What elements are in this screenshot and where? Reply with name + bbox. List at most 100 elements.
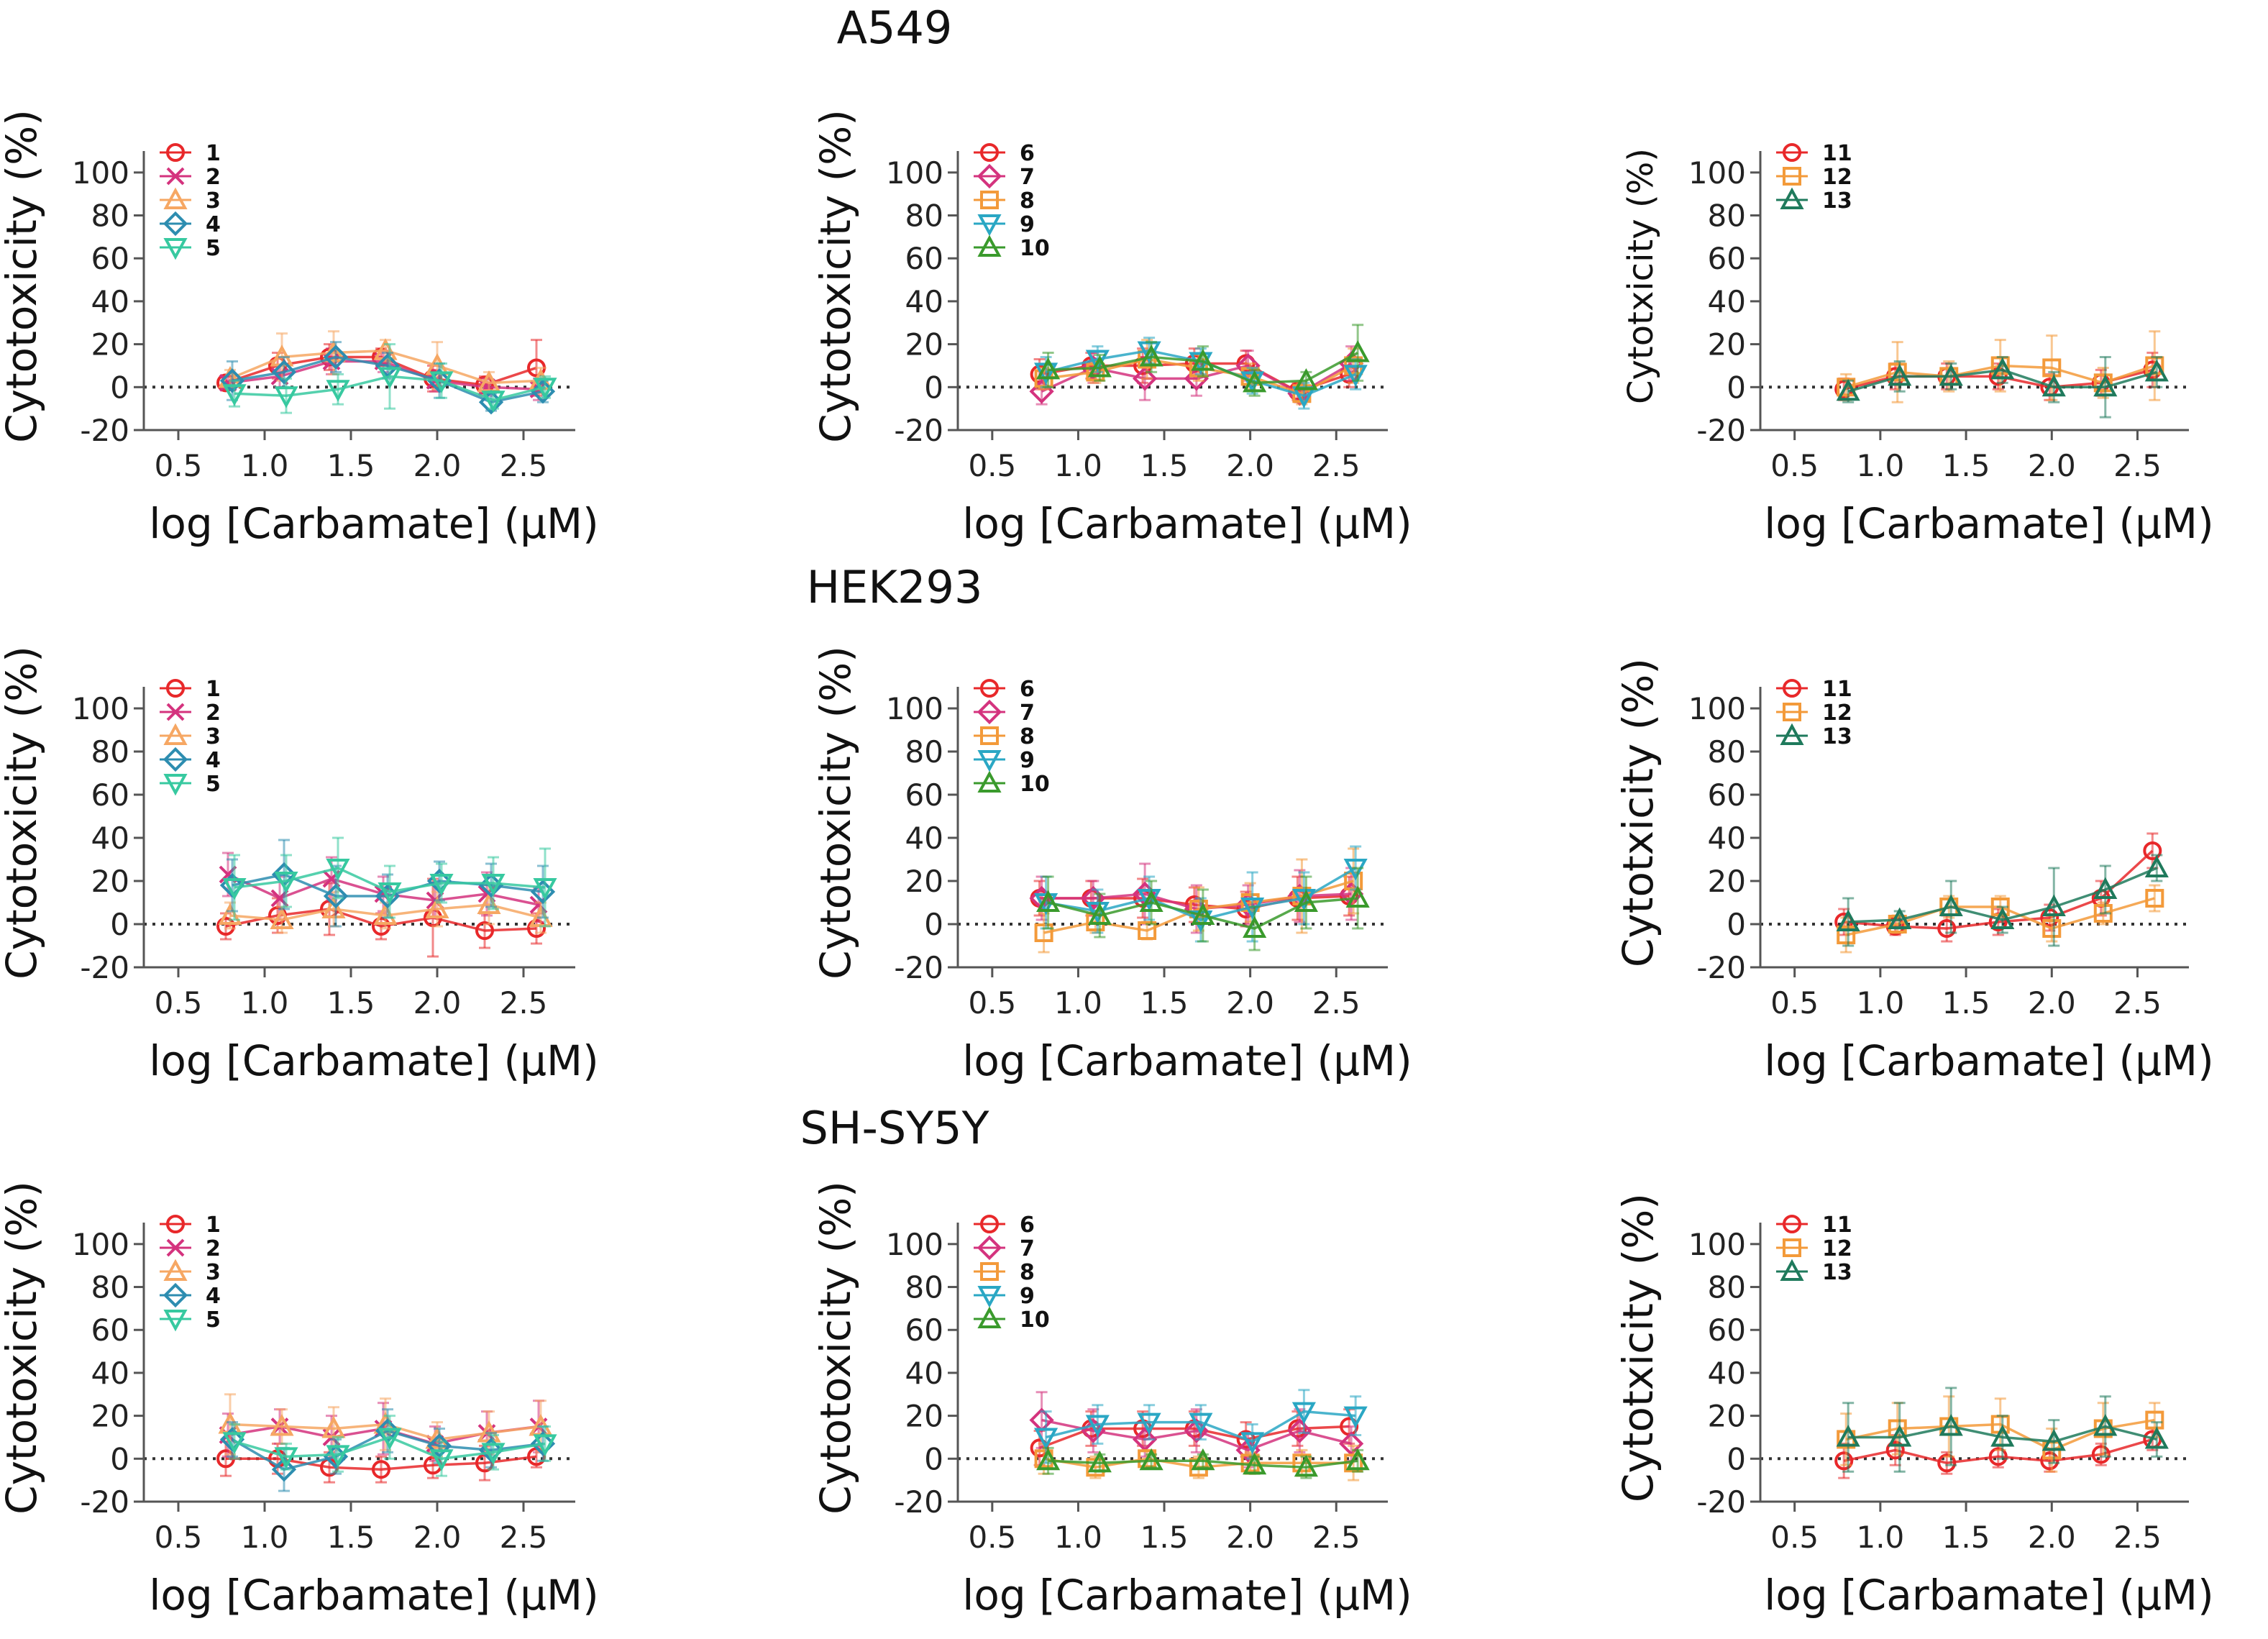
legend-label: 8: [1020, 724, 1035, 749]
x-axis-title: log [Carbamate] (μM): [962, 1036, 1412, 1085]
x-tick-label: 0.5: [1770, 448, 1819, 483]
y-axis-title: Cytotoxicity (%): [0, 646, 46, 980]
data-point: [270, 1414, 294, 1436]
panel-2-1: -20 0 20 40 60 80 100 0.5 1.0 1.5 2.0 2.5 log [Carba…: [0, 646, 599, 1085]
data-point: [1294, 890, 1318, 912]
legend-label: 8: [1020, 188, 1035, 214]
data-point: [426, 368, 452, 393]
legend-marker: [166, 703, 185, 721]
data-point: [1240, 1432, 1265, 1454]
legend-label: 13: [1822, 188, 1852, 214]
data-point: [1138, 921, 1157, 940]
legend-marker: [977, 699, 1002, 725]
data-point: [326, 380, 350, 402]
data-point: [378, 367, 402, 389]
legend-label: 12: [1822, 165, 1852, 190]
data-point: [1345, 885, 1370, 908]
y-tick-label: 40: [91, 1356, 129, 1391]
legend-entry-4: 4: [160, 747, 221, 773]
y-tick-label: -20: [894, 413, 943, 448]
y-tick-label: 80: [1708, 734, 1746, 770]
legend-label: 4: [206, 1284, 221, 1309]
data-point: [1139, 890, 1163, 912]
panel-3-2: -20 0 20 40 60 80 100 0.5 1.0 1.5 2.0 2.5 log [Carba…: [811, 1181, 1412, 1620]
legend-entry-10: 10: [974, 770, 1050, 797]
legend-label: 3: [206, 188, 221, 214]
y-tick-label: 80: [905, 1270, 943, 1305]
y-tick-label: -20: [1696, 413, 1746, 448]
legend-marker: [977, 163, 1002, 189]
legend-marker: [163, 747, 188, 772]
data-point: [372, 1460, 390, 1479]
data-point: [1087, 903, 1112, 925]
x-axis-title: log [Carbamate] (μM): [962, 499, 1412, 548]
legend-label: 13: [1822, 1260, 1852, 1285]
data-point: [274, 1447, 298, 1469]
legend-entry-1: 1: [160, 141, 221, 166]
data-point: [222, 384, 247, 406]
series-line: [232, 355, 544, 404]
series-13: [1836, 356, 2169, 419]
legend-entry-8: 8: [974, 724, 1035, 749]
y-tick-label: 60: [1708, 1312, 1746, 1348]
data-point: [1937, 1453, 1957, 1473]
x-axis-title: log [Carbamate] (μM): [149, 1036, 598, 1085]
legend-marker: [1783, 1215, 1801, 1233]
data-point: [1189, 900, 1208, 918]
legend-label: 3: [206, 1260, 221, 1285]
data-point: [2040, 1451, 2059, 1471]
series-line: [1046, 1410, 1356, 1443]
data-point: [2093, 374, 2118, 397]
legend-entry-5: 5: [160, 772, 221, 797]
x-tick-label: 1.5: [327, 448, 375, 483]
data-point: [1939, 894, 1963, 916]
y-axis-title: Cytotoxicity (%): [0, 1181, 46, 1515]
panel-2-2: -20 0 20 40 60 80 100 0.5 1.0 1.5 2.0 2.5 log [Carba…: [811, 646, 1412, 1085]
legend-label: 12: [1822, 1236, 1852, 1261]
legend-label: 10: [1020, 1307, 1050, 1333]
data-point: [1036, 1448, 1061, 1471]
data-point: [1243, 1452, 1267, 1475]
series-10: [1036, 867, 1370, 951]
y-tick-label: -20: [80, 950, 129, 985]
data-point: [1837, 378, 1856, 397]
series-line: [234, 375, 546, 402]
legend-marker: [166, 679, 185, 698]
legend-entry-6: 6: [974, 141, 1035, 166]
legend-marker: [977, 750, 1002, 772]
x-tick-label: 2.5: [1312, 985, 1361, 1021]
data-point: [1834, 1451, 1854, 1471]
series-line: [1041, 1418, 1352, 1452]
x-tick-label: 1.0: [1856, 448, 1904, 483]
legend-marker: [980, 191, 999, 209]
x-tick-label: 1.5: [1942, 1520, 1990, 1555]
data-point: [219, 368, 245, 393]
legend-marker: [166, 143, 185, 162]
data-point: [533, 1434, 557, 1456]
data-point: [222, 1432, 247, 1454]
y-tick-label: 20: [91, 864, 129, 899]
series-13: [1836, 854, 2169, 947]
data-point: [1087, 1450, 1112, 1473]
x-tick-label: 1.5: [1140, 448, 1189, 483]
series-line: [1848, 1425, 2157, 1443]
data-point: [271, 1457, 297, 1482]
data-point: [2145, 1410, 2164, 1430]
x-axis-title: log [Carbamate] (μM): [962, 1571, 1412, 1620]
legend-label: 1: [206, 141, 221, 166]
x-tick-label: 1.0: [1856, 985, 1904, 1021]
y-tick-label: 20: [1708, 1399, 1746, 1434]
legend-label: 9: [1020, 212, 1035, 237]
x-tick-label: 0.5: [968, 1520, 1016, 1555]
data-point: [1939, 1414, 1963, 1436]
y-tick-label: -20: [80, 413, 129, 448]
panel-3-3: -20 0 20 40 60 80 100 0.5 1.0 1.5 2.0 2.5 log [Carba…: [1614, 1193, 2214, 1620]
legend-marker: [1783, 143, 1801, 162]
row-title-a549: A549: [837, 1, 953, 54]
legend-marker: [1780, 187, 1804, 209]
series-line: [1038, 1425, 1350, 1450]
y-tick-label: 100: [1688, 691, 1746, 726]
data-point: [1345, 1448, 1370, 1471]
series-1: [216, 1440, 546, 1484]
series-10: [1036, 324, 1370, 397]
